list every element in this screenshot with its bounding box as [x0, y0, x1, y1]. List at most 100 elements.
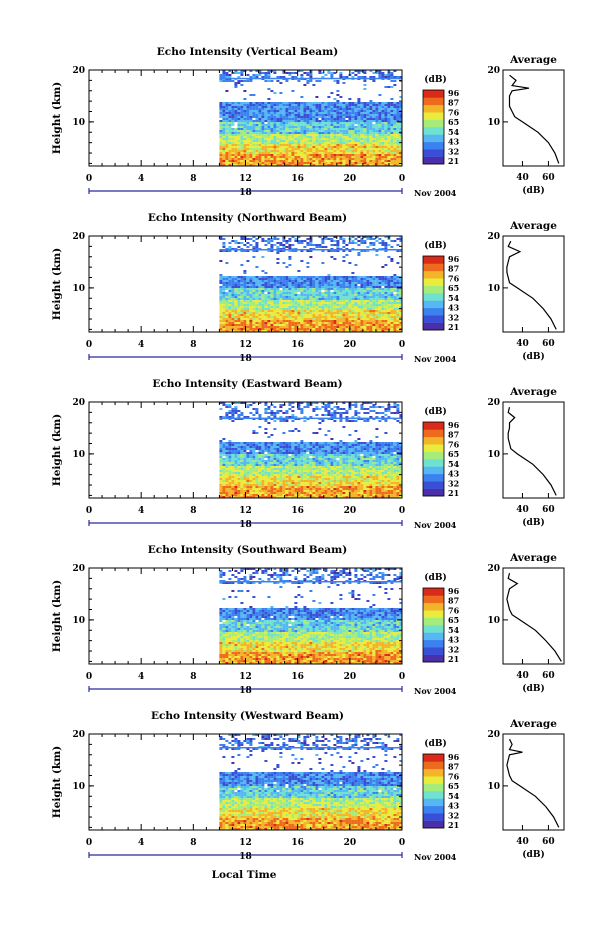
heatmap-cell [282, 122, 286, 124]
heatmap-cell [375, 108, 379, 110]
heatmap-cell [234, 450, 238, 452]
heatmap-cell [342, 280, 346, 282]
heatmap-cell [351, 316, 355, 318]
heatmap-cell [297, 270, 301, 272]
colorbar-tick-label: 65 [448, 283, 459, 293]
heatmap-cell [291, 148, 295, 150]
heatmap-cell [399, 298, 403, 300]
heatmap-cell [360, 118, 364, 120]
heatmap-cell [336, 290, 340, 292]
heatmap-cell [336, 328, 340, 330]
heatmap-cell [387, 276, 391, 278]
heatmap-cell [237, 314, 241, 316]
heatmap-cell [315, 104, 319, 106]
heatmap-cell [399, 124, 403, 126]
heatmap-cell [285, 104, 289, 106]
heatmap-cell [330, 72, 334, 74]
heatmap-cell [306, 278, 310, 280]
heatmap-cell [267, 148, 271, 150]
heatmap-cell [285, 296, 289, 298]
heatmap-cell [222, 280, 226, 282]
heatmap-cell [300, 118, 304, 120]
heatmap-cell [282, 278, 286, 280]
heatmap-cell [294, 128, 298, 130]
heatmap-cell [249, 450, 253, 452]
heatmap-cell [318, 428, 322, 430]
heatmap-cell [351, 102, 355, 104]
heatmap-cell [279, 130, 283, 132]
heatmap-cell [387, 152, 391, 154]
heatmap-cell [375, 120, 379, 122]
heatmap-cell [393, 412, 397, 414]
heatmap-cell [315, 304, 319, 306]
heatmap-cell [258, 330, 262, 332]
heatmap-cell [288, 258, 292, 260]
heatmap-cell [339, 450, 343, 452]
heatmap-cell [309, 142, 313, 144]
heatmap-cell [369, 154, 373, 156]
heatmap-cell [363, 446, 367, 448]
heatmap-cell [291, 76, 295, 78]
heatmap-cell [366, 300, 370, 302]
heatmap-cell [285, 298, 289, 300]
heatmap-cell [393, 132, 397, 134]
heatmap-cell [228, 280, 232, 282]
heatmap-cell [390, 146, 394, 148]
heatmap-cell [282, 262, 286, 264]
heatmap-cell [378, 146, 382, 148]
heatmap-cell [333, 322, 337, 324]
heatmap-cell [327, 132, 331, 134]
heatmap-cell [375, 292, 379, 294]
heatmap-cell [396, 280, 400, 282]
heatmap-cell [288, 116, 292, 118]
colorbar-swatch [423, 149, 444, 157]
heatmap-cell [351, 162, 355, 164]
heatmap-cell [303, 310, 307, 312]
heatmap-cell [282, 312, 286, 314]
heatmap-cell [285, 116, 289, 118]
heatmap-cell [225, 126, 229, 128]
heatmap-cell [336, 80, 340, 82]
heatmap-cell [273, 300, 277, 302]
heatmap-cell [222, 326, 226, 328]
heatmap-cell [315, 444, 319, 446]
heatmap-cell [387, 314, 391, 316]
heatmap-cell [357, 276, 361, 278]
heatmap-cell [252, 138, 256, 140]
heatmap-cell [363, 150, 367, 152]
heatmap-cell [237, 402, 241, 404]
heatmap-cell [222, 104, 226, 106]
heatmap-cell [312, 278, 316, 280]
heatmap-cell [246, 120, 250, 122]
heatmap-cell [396, 140, 400, 142]
heatmap-cell [378, 278, 382, 280]
heatmap-cell [297, 442, 301, 444]
heatmap-cell [234, 116, 238, 118]
heatmap-cell [234, 112, 238, 114]
heatmap-cell [381, 132, 385, 134]
heatmap-cell [396, 262, 400, 264]
heatmap-cell [303, 156, 307, 158]
heatmap-cell [366, 108, 370, 110]
heatmap-cell [336, 104, 340, 106]
heatmap-cell [357, 446, 361, 448]
heatmap-cell [282, 250, 286, 252]
heatmap-cell [363, 314, 367, 316]
heatmap-cell [297, 162, 301, 164]
heatmap-cell [330, 304, 334, 306]
heatmap-cell [219, 416, 223, 418]
heatmap-cell [243, 126, 247, 128]
heatmap-cell [369, 402, 373, 404]
heatmap-cell [342, 140, 346, 142]
heatmap-cell [237, 102, 241, 104]
heatmap-cell [273, 130, 277, 132]
colorbar-unit: (dB) [424, 74, 446, 85]
heatmap-cell [372, 404, 376, 406]
heatmap-cell [321, 138, 325, 140]
heatmap-cell [273, 104, 277, 106]
heatmap-cell [333, 126, 337, 128]
heatmap-cell [270, 126, 274, 128]
heatmap-cell [399, 294, 403, 296]
heatmap-cell [330, 144, 334, 146]
heatmap-cell [315, 294, 319, 296]
